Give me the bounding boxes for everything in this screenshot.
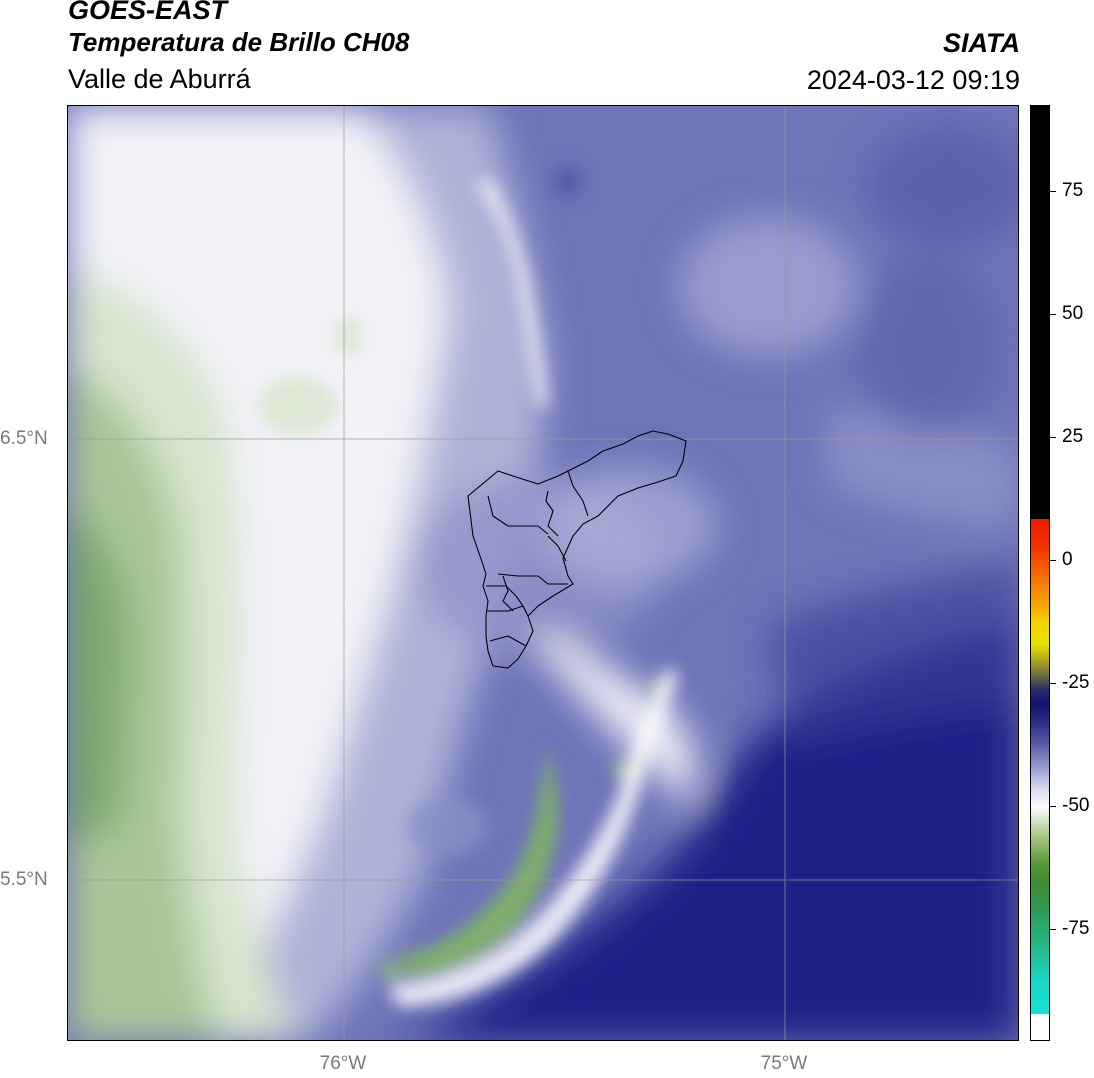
lon-label-76: 76°W <box>319 1053 367 1074</box>
colorbar-tick <box>1050 560 1056 561</box>
boundary-girardota <box>567 470 589 517</box>
title-block: GOES-EAST Temperatura de Brillo CH08 Val… <box>68 0 409 94</box>
boundary-bello <box>487 495 549 535</box>
product-title: Temperatura de Brillo CH08 <box>68 27 410 57</box>
lat-label-5-5: 5.5°N <box>0 869 48 890</box>
boundary-itagui <box>486 585 529 617</box>
lon-label-75: 75°W <box>760 1053 808 1074</box>
boundary-medellin-north <box>547 535 567 562</box>
colorbar-label-25: 25 <box>1062 426 1084 447</box>
temperature-colorbar <box>1030 105 1050 1041</box>
boundary-caldas <box>489 635 527 647</box>
colorbar-label-50: 50 <box>1062 303 1084 324</box>
colorbar-tick <box>1050 191 1056 192</box>
colorbar-label-neg75: -75 <box>1062 918 1090 939</box>
fine-structures <box>258 165 678 1006</box>
organization-label: SIATA <box>943 28 1020 58</box>
boundary-sabaneta <box>486 605 524 612</box>
brightness-temperature-map <box>68 106 1018 1040</box>
aburra-valley-boundaries <box>467 430 687 669</box>
right-header: SIATA 2024-03-12 09:19 <box>807 28 1020 95</box>
valley-outer-boundary <box>467 430 687 669</box>
lat-label-6-5: 6.5°N <box>0 428 48 449</box>
colorbar-tick <box>1050 806 1056 807</box>
map-panel[interactable] <box>67 105 1019 1041</box>
boundary-medellin-south <box>497 573 568 585</box>
datetime-label: 2024-03-12 09:19 <box>806 65 1020 95</box>
colorbar-tick <box>1050 437 1056 438</box>
colorbar-label-neg50: -50 <box>1062 795 1090 816</box>
boundary-envigado <box>502 575 514 612</box>
colorbar-label-neg25: -25 <box>1062 672 1090 693</box>
region-subtitle: Valle de Aburrá <box>68 64 251 94</box>
satellite-title: GOES-EAST <box>68 0 228 25</box>
graticule <box>68 106 1018 1040</box>
colorbar-tick <box>1050 314 1056 315</box>
colorbar-tick <box>1050 929 1056 930</box>
colorbar-tick <box>1050 683 1056 684</box>
colorbar-label-0: 0 <box>1062 549 1073 570</box>
boundary-copacabana <box>545 490 559 537</box>
colorbar-label-75: 75 <box>1062 180 1084 201</box>
